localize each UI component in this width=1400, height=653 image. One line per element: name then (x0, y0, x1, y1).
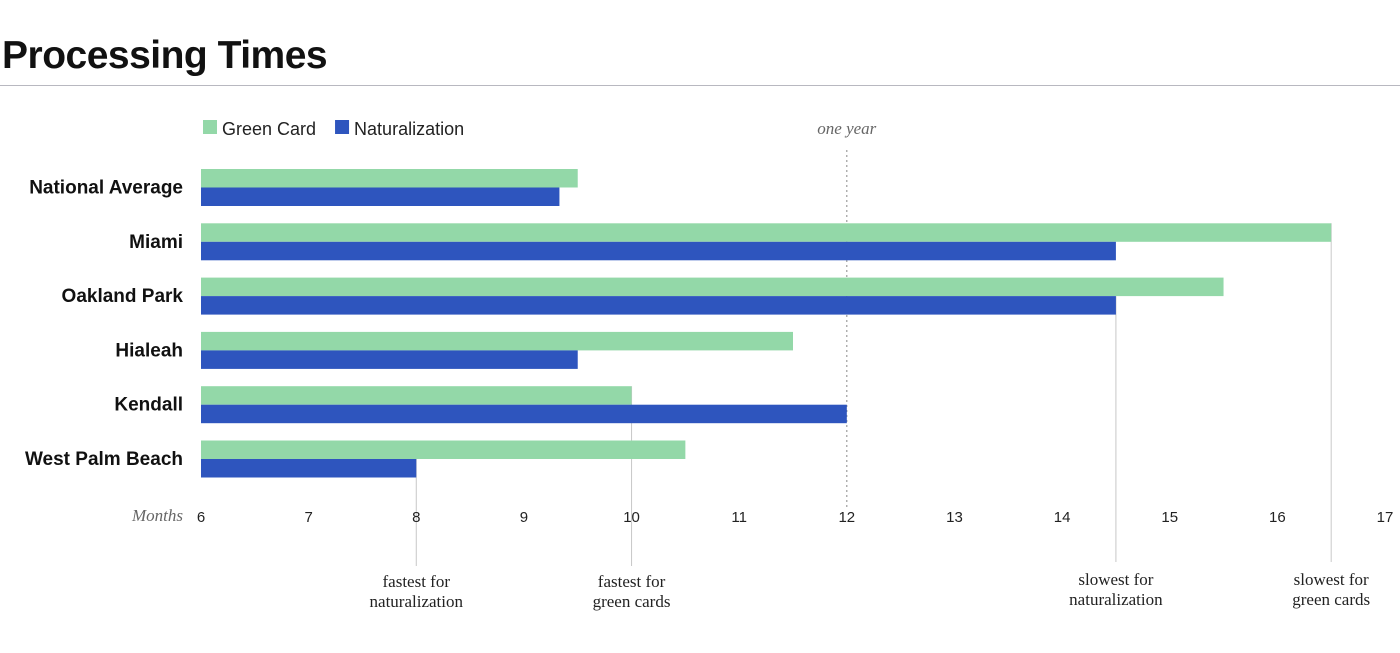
annotation-text: slowest for (1078, 570, 1153, 589)
category-label: Kendall (114, 395, 183, 416)
category-label: Hialeah (115, 340, 183, 361)
annotation-text: green cards (593, 592, 671, 611)
bar-naturalization-national-average (201, 187, 560, 206)
x-tick-label: 7 (304, 509, 312, 526)
bar-green-card-national-average (201, 169, 578, 188)
annotation-text: green cards (1292, 590, 1370, 609)
x-tick-label: 17 (1377, 509, 1394, 526)
x-axis-label: Months (131, 506, 183, 525)
chart-bars (201, 169, 1332, 478)
chart-labels: one year National Average Miami Oakland Par… (25, 119, 1393, 611)
category-label: West Palm Beach (25, 449, 183, 470)
category-label: Oakland Park (62, 286, 184, 307)
bar-naturalization-miami (201, 241, 1116, 261)
category-label: National Average (29, 178, 183, 199)
annotation-text: naturalization (1069, 590, 1163, 609)
bar-naturalization-oakland-park (201, 296, 1116, 315)
category-label: Miami (129, 232, 183, 253)
bar-green-card-hialeah (201, 331, 793, 351)
reference-line-label: one year (817, 119, 876, 138)
x-tick-label: 13 (946, 509, 963, 526)
annotation-text: fastest for (383, 572, 451, 591)
bar-green-card-oakland-park (201, 277, 1224, 297)
bar-green-card-miami (201, 223, 1332, 242)
chart-legend: Green Card Naturalization (203, 119, 464, 139)
legend-swatch-naturalization (335, 120, 350, 134)
title-divider (0, 85, 1400, 86)
page-title: Processing Times (2, 34, 328, 77)
annotation-text: naturalization (370, 592, 464, 611)
bar-naturalization-kendall (201, 404, 847, 424)
bar-green-card-west-palm-beach (201, 440, 686, 459)
legend-label: Green Card (222, 119, 316, 139)
bar-naturalization-hialeah (201, 350, 578, 369)
x-tick-label: 8 (412, 509, 420, 526)
annotation-text: fastest for (598, 572, 666, 591)
x-tick-label: 9 (520, 509, 528, 526)
annotation-text: slowest for (1294, 570, 1369, 589)
x-tick-label: 12 (838, 509, 855, 526)
x-tick-label: 14 (1054, 509, 1071, 526)
legend-label: Naturalization (354, 119, 464, 139)
x-tick-label: 16 (1269, 509, 1286, 526)
x-tick-label: 11 (731, 509, 747, 526)
bar-green-card-kendall (201, 386, 632, 405)
bar-naturalization-west-palm-beach (201, 459, 417, 478)
x-tick-label: 6 (197, 509, 205, 526)
legend-swatch-green-card (203, 120, 217, 134)
x-tick-label: 15 (1161, 509, 1178, 526)
x-tick-label: 10 (623, 509, 640, 526)
